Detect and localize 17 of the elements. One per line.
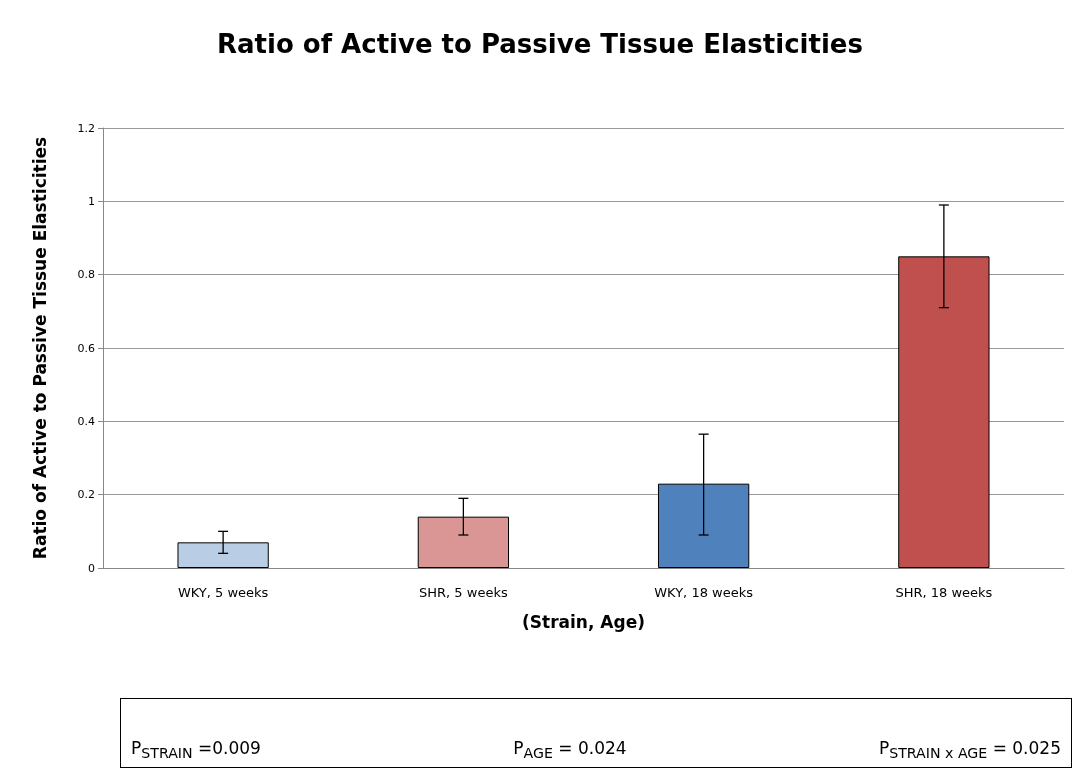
y-tick-label: 0.4 xyxy=(77,414,95,428)
y-axis-title: Ratio of Active to Passive Tissue Elasticities xyxy=(29,136,50,560)
text: P$_{STRAIN}$ =0.009 xyxy=(131,737,261,761)
x-tick-label: SHR, 18 weeks xyxy=(895,585,993,600)
y-tick-label: 0.6 xyxy=(77,341,95,355)
y-tick-label: 0.8 xyxy=(77,268,95,282)
x-axis-title: (Strain, Age) xyxy=(522,611,645,632)
text: P$_{AGE}$ = 0.024 xyxy=(513,737,627,761)
x-tick-label: WKY, 18 weeks xyxy=(654,585,754,600)
x-tick-label: WKY, 5 weeks xyxy=(177,585,269,600)
y-tick-label: 1 xyxy=(88,194,95,208)
y-tick-label: 0.2 xyxy=(77,488,95,502)
text: P$_{STRAIN x AGE}$ = 0.025 xyxy=(878,737,1061,761)
x-tick-label: SHR, 5 weeks xyxy=(419,585,508,600)
y-tick-label: 1.2 xyxy=(77,121,95,135)
chart-title: Ratio of Active to Passive Tissue Elasticities xyxy=(217,29,863,59)
y-tick-label: 0 xyxy=(88,561,95,575)
